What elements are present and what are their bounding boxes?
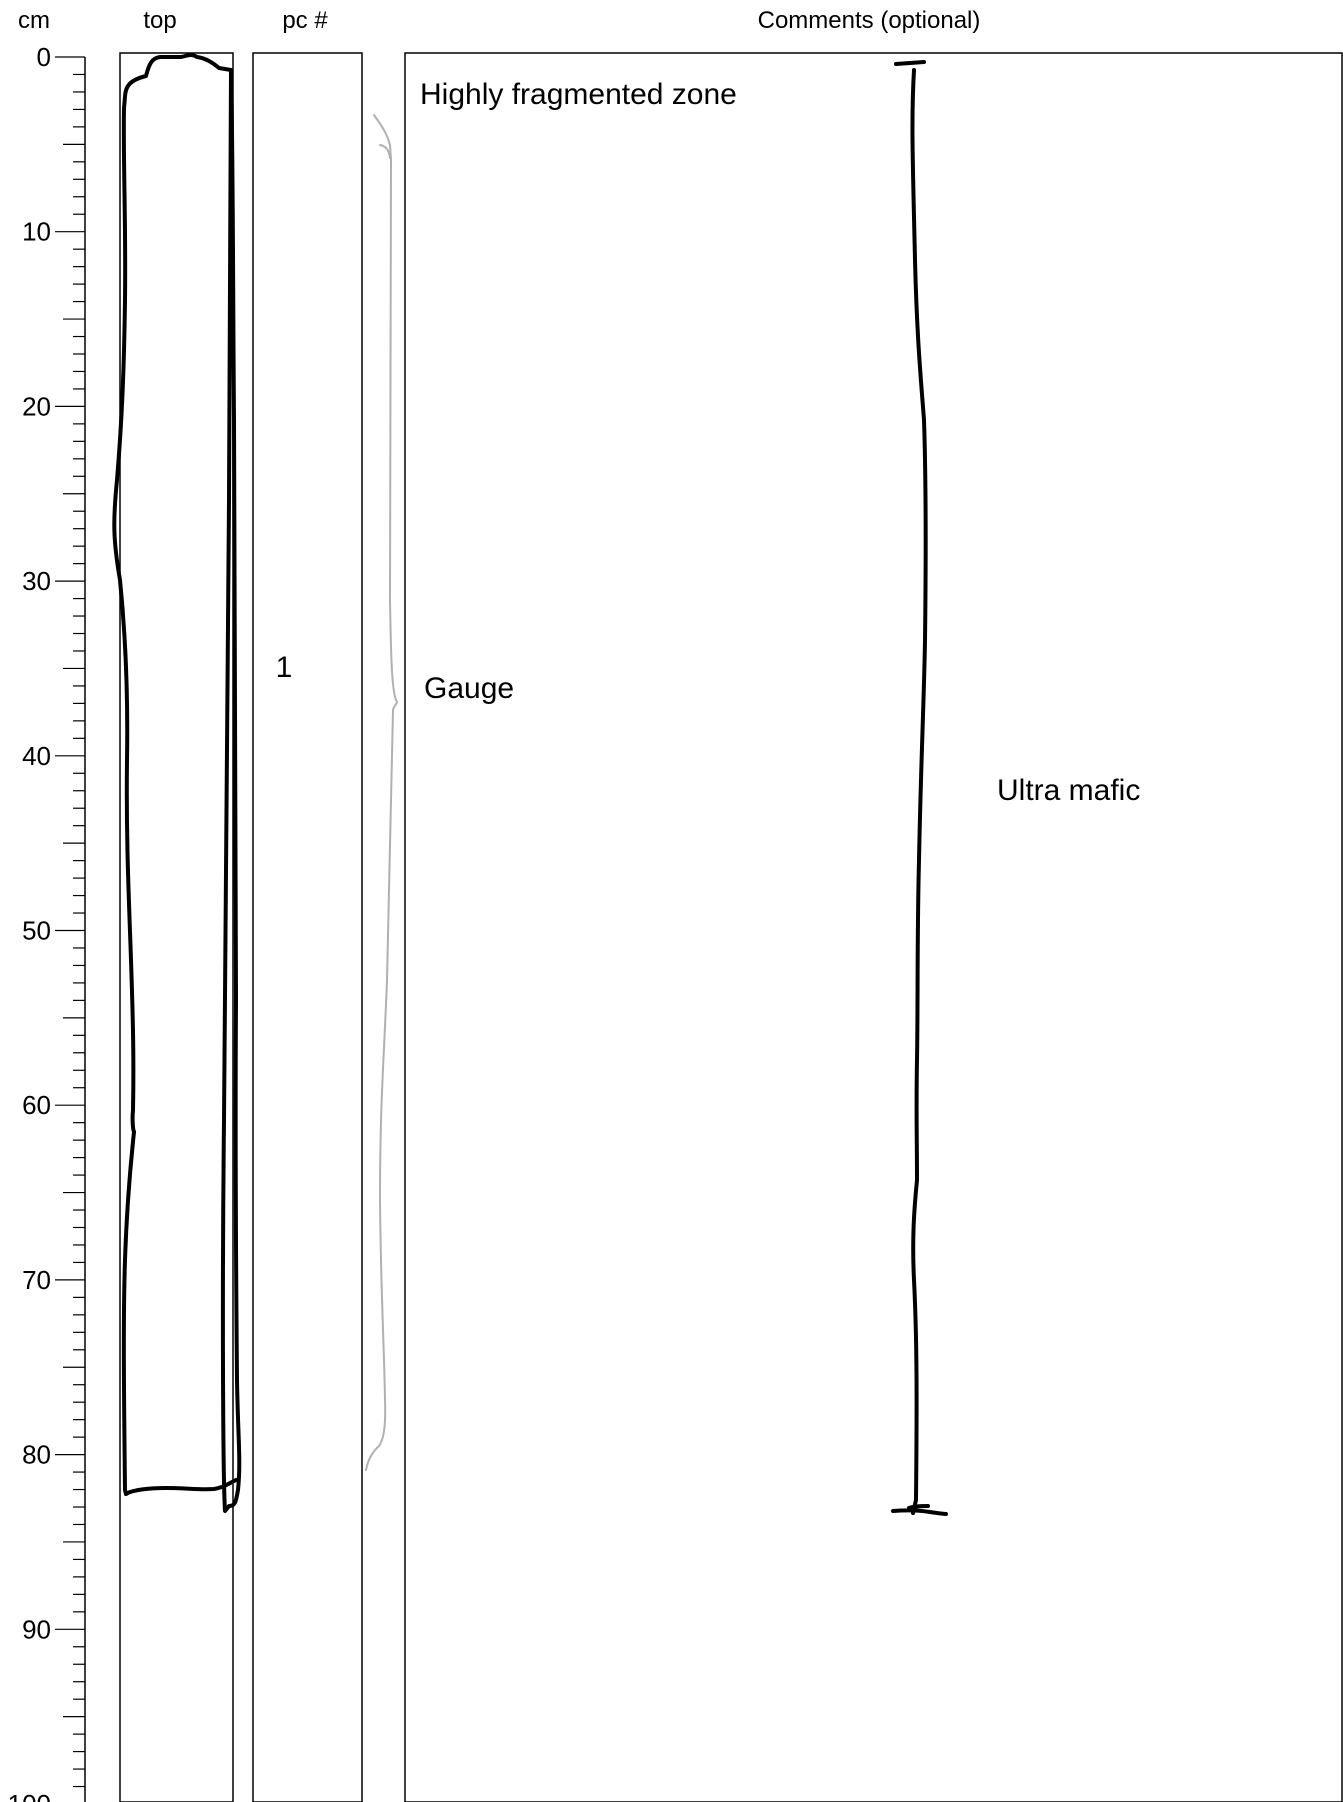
core-piece-lower-left-edge bbox=[121, 1130, 136, 1496]
depth-tick-label: 100 bbox=[8, 1789, 51, 1802]
gauge-bracket bbox=[365, 114, 398, 1471]
gauge-note: Gauge bbox=[424, 672, 514, 705]
top-column-header: top bbox=[143, 7, 176, 34]
gauge-bracket-tail bbox=[379, 144, 391, 159]
highly-fragmented-zone-note: Highly fragmented zone bbox=[420, 78, 737, 111]
lithology-interval-bottom-cap bbox=[891, 1504, 948, 1516]
comments-column-frame bbox=[404, 52, 1343, 1802]
depth-ticks bbox=[55, 56, 85, 1788]
top-column-frame bbox=[119, 52, 234, 1802]
depth-scale: 0 10 20 30 40 50 60 70 80 90 100 bbox=[8, 42, 86, 1802]
lithology-interval-top-cap bbox=[894, 60, 926, 66]
depth-tick-label: 70 bbox=[22, 1265, 51, 1295]
depth-tick-label: 10 bbox=[22, 217, 51, 247]
piece-column-header: pc # bbox=[282, 7, 328, 34]
depth-tick-label: 30 bbox=[22, 566, 51, 596]
core-piece-left-edge bbox=[112, 106, 136, 1134]
core-piece-bottom-edge bbox=[124, 1478, 238, 1496]
depth-tick-label: 50 bbox=[22, 916, 51, 946]
depth-tick-label: 90 bbox=[22, 1614, 51, 1644]
depth-unit-header: cm bbox=[18, 7, 50, 34]
core-piece-outline bbox=[122, 52, 242, 1513]
comments-column-header: Comments (optional) bbox=[758, 7, 981, 34]
ultra-mafic-note: Ultra mafic bbox=[997, 774, 1140, 807]
depth-tick-label: 60 bbox=[22, 1090, 51, 1120]
piece-column-frame bbox=[252, 52, 363, 1802]
depth-tick-label: 0 bbox=[37, 42, 51, 72]
piece-number-label: 1 bbox=[276, 651, 293, 684]
depth-tick-label: 40 bbox=[22, 741, 51, 771]
depth-tick-label: 20 bbox=[22, 391, 51, 421]
depth-tick-label: 80 bbox=[22, 1440, 51, 1470]
lithology-interval-line bbox=[910, 68, 928, 1515]
depth-tick-labels: 0 10 20 30 40 50 60 70 80 90 100 bbox=[8, 42, 51, 1802]
